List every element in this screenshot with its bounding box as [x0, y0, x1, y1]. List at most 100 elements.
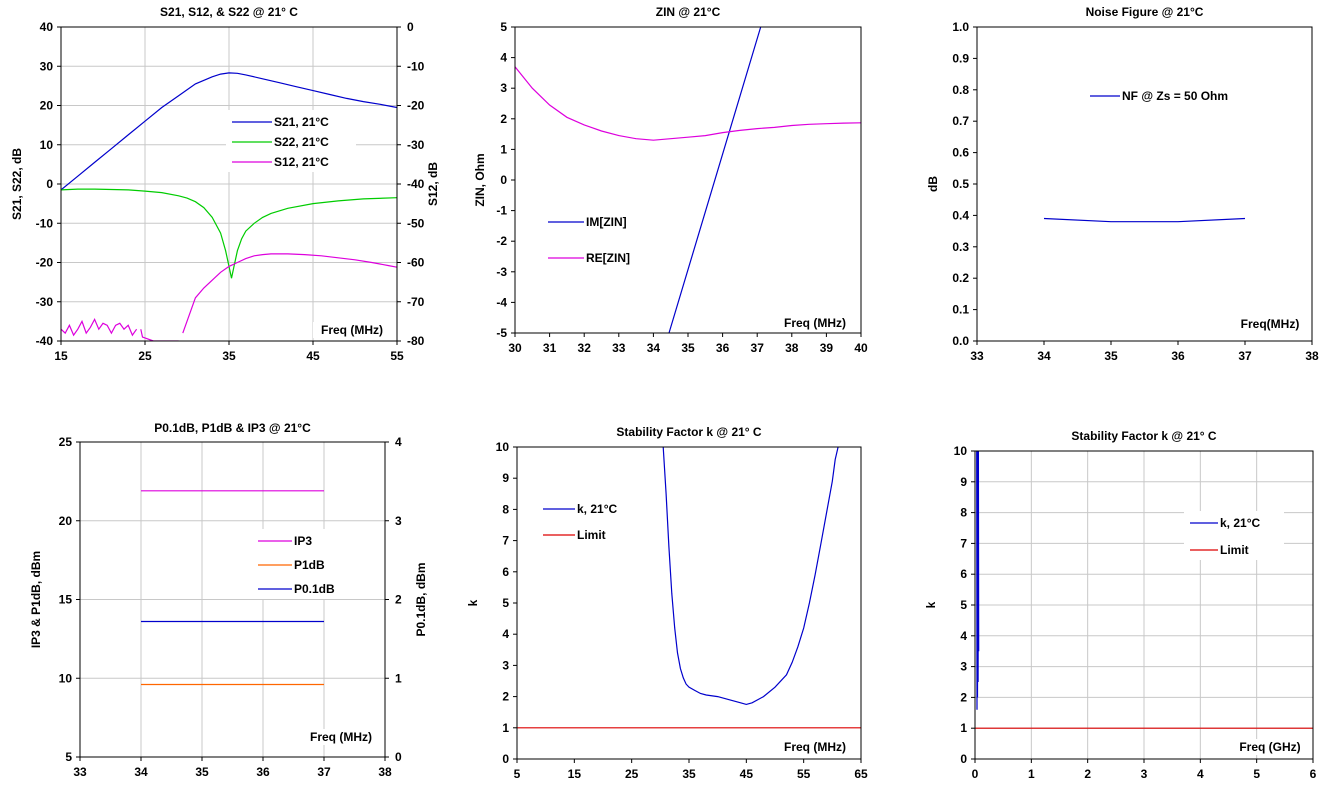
- x-axis-label: Freq (MHz): [784, 740, 846, 754]
- y-tick-label: 8: [502, 502, 509, 516]
- y-tick-label: 5: [500, 20, 507, 34]
- x-tick-label: 33: [612, 341, 626, 355]
- chart-title: Stability Factor k @ 21° C: [616, 425, 762, 439]
- y-tick-label: 10: [954, 444, 968, 458]
- legend-label: P1dB: [294, 558, 325, 572]
- y-tick-label: 20: [40, 99, 54, 113]
- x-tick-label: 34: [134, 765, 148, 779]
- y-tick-label: 1: [960, 721, 967, 735]
- y-tick-label: 0.1: [952, 303, 969, 317]
- y-tick-label: -40: [36, 334, 54, 348]
- plot-frame: [976, 26, 1313, 342]
- plot-frame: [514, 26, 862, 334]
- x-axis-label: Freq (MHz): [321, 323, 383, 337]
- y2-axis-label: P0.1dB, dBm: [414, 562, 428, 636]
- x-tick-label: 40: [854, 341, 868, 355]
- y-tick-label: -1: [496, 204, 507, 218]
- x-tick-label: 0: [972, 767, 979, 781]
- legend-label: Limit: [577, 528, 606, 542]
- chart-nf: 33 34 35 36 37 38 0.0 0.1 0.2 0.3 0.4 0.5 0.6 0.7 0.8 0…: [926, 5, 1319, 363]
- x-tick-label: 38: [785, 341, 799, 355]
- legend-label: k, 21°C: [577, 502, 617, 516]
- x-tick-label: 25: [625, 767, 639, 781]
- y-tick-label: 5: [502, 596, 509, 610]
- y2-tick-label: -40: [407, 177, 425, 191]
- y-tick-label: 3: [960, 660, 967, 674]
- y-tick-label: 5: [960, 598, 967, 612]
- y2-tick-label: 1: [395, 671, 402, 685]
- y-tick-label: 0.4: [952, 208, 969, 222]
- y-tick-label: 6: [960, 567, 967, 581]
- x-axis-label: Freq (MHz): [310, 730, 372, 744]
- series-line: [140, 329, 179, 341]
- series-line: [976, 451, 980, 710]
- y-tick-label: -2: [496, 234, 507, 248]
- x-tick-label: 35: [681, 341, 695, 355]
- chart-s_params: 15 25 35 45 55 -40 -30 -20 -10 0 10 20 30 40 -80 -70 -60…: [10, 5, 440, 363]
- x-tick-label: 25: [138, 349, 152, 363]
- x-tick-label: 65: [854, 767, 868, 781]
- x-tick-label: 33: [73, 765, 87, 779]
- legend-label: S21, 21°C: [274, 115, 329, 129]
- y-tick-label: 9: [502, 471, 509, 485]
- x-axis-label: Freq(MHz): [1241, 317, 1300, 331]
- x-tick-label: 4: [1197, 767, 1204, 781]
- y-axis-label: dB: [926, 176, 940, 192]
- y-tick-label: 0.5: [952, 177, 969, 191]
- y2-tick-label: -60: [407, 256, 425, 270]
- x-tick-label: 1: [1028, 767, 1035, 781]
- y-tick-label: 1.0: [952, 20, 969, 34]
- y-tick-label: 0: [960, 752, 967, 766]
- legend-label: IP3: [294, 534, 312, 548]
- y-axis-label: k: [466, 599, 480, 606]
- y-tick-label: 4: [960, 629, 967, 643]
- series-group: [515, 27, 861, 333]
- x-tick-label: 55: [390, 349, 404, 363]
- legend-label: RE[ZIN]: [586, 251, 630, 265]
- legend-label: k, 21°C: [1220, 516, 1260, 530]
- series-line: [515, 66, 861, 141]
- y2-tick-label: 0: [407, 20, 414, 34]
- y-tick-label: 1: [500, 142, 507, 156]
- x-axis-label-box: [302, 729, 380, 745]
- y-tick-label: 9: [960, 475, 967, 489]
- y-tick-label: 3: [502, 658, 509, 672]
- x-axis-label-box: [1234, 316, 1306, 332]
- chart-title: Noise Figure @ 21°C: [1086, 5, 1204, 19]
- y-tick-label: 0.3: [952, 240, 969, 254]
- x-tick-label: 15: [54, 349, 68, 363]
- legend-label: Limit: [1220, 543, 1249, 557]
- x-tick-label: 15: [568, 767, 582, 781]
- y-tick-label: 3: [500, 81, 507, 95]
- y-tick-label: 6: [502, 565, 509, 579]
- x-tick-label: 45: [306, 349, 320, 363]
- series-line: [61, 188, 397, 279]
- x-tick-label: 45: [740, 767, 754, 781]
- chart-zin: 30 31 32 33 34 35 36 37 38 39 40-5-4-3-2-1012345ZI…: [473, 5, 868, 355]
- series-group: [517, 447, 861, 729]
- chart-k_ghz: 0 1 2 3 4 5 6 0 1 2 3 4 5 6 7 8 9 10 Stability Factor k @ …: [924, 429, 1317, 781]
- chart-title: ZIN @ 21°C: [656, 5, 721, 19]
- y2-tick-label: 4: [395, 435, 402, 449]
- y2-tick-label: -10: [407, 59, 425, 73]
- y-tick-label: 0: [500, 173, 507, 187]
- series-line: [662, 447, 839, 706]
- x-tick-label: 33: [970, 349, 984, 363]
- y-tick-label: -20: [36, 256, 54, 270]
- y-tick-label: 2: [960, 690, 967, 704]
- y-tick-label: -5: [496, 326, 507, 340]
- y-tick-label: 10: [496, 440, 510, 454]
- x-tick-label: 37: [751, 341, 765, 355]
- x-tick-label: 34: [647, 341, 661, 355]
- y2-tick-label: -50: [407, 216, 425, 230]
- x-axis-label: Freq (GHz): [1239, 740, 1300, 754]
- series-line: [61, 318, 138, 337]
- x-tick-label: 39: [820, 341, 834, 355]
- y-tick-label: 5: [65, 750, 72, 764]
- y2-tick-label: 0: [395, 750, 402, 764]
- x-tick-label: 2: [1084, 767, 1091, 781]
- y-tick-label: 10: [59, 671, 73, 685]
- x-tick-label: 36: [1171, 349, 1185, 363]
